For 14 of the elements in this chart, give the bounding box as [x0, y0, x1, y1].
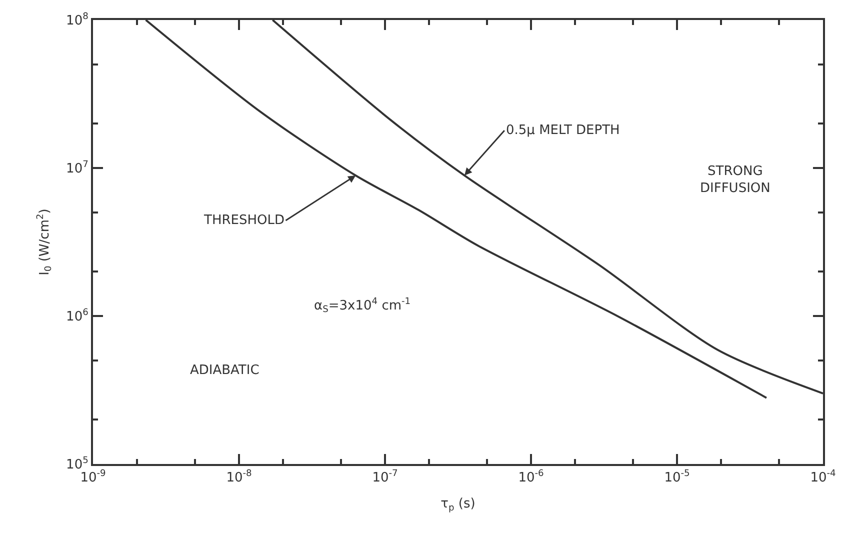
annotation: ADIABATIC: [190, 363, 260, 378]
annotation: STRONG DIFFUSION: [700, 164, 770, 196]
y-tick-label: 10$^{7}$: [66, 160, 89, 177]
y-tick-label: 10$^{8}$: [66, 12, 89, 29]
x-tick-label: 10$^{-7}$: [372, 469, 398, 486]
x-axis-title: τ$_{p}$ (s): [440, 496, 476, 514]
annotation: THRESHOLD: [203, 213, 284, 228]
annotation: 0.5μ MELT DEPTH: [506, 123, 620, 138]
x-tick-label: 10$^{-6}$: [518, 469, 544, 486]
x-tick-label: 10$^{-8}$: [226, 469, 252, 486]
annotation: α$_{S}$=3x10$^{4}$ cm$^{-1}$: [314, 297, 411, 316]
x-tick-label: 10$^{-4}$: [810, 469, 836, 486]
y-tick-label: 10$^{6}$: [66, 308, 89, 325]
x-tick-label: 10$^{-5}$: [664, 469, 690, 486]
